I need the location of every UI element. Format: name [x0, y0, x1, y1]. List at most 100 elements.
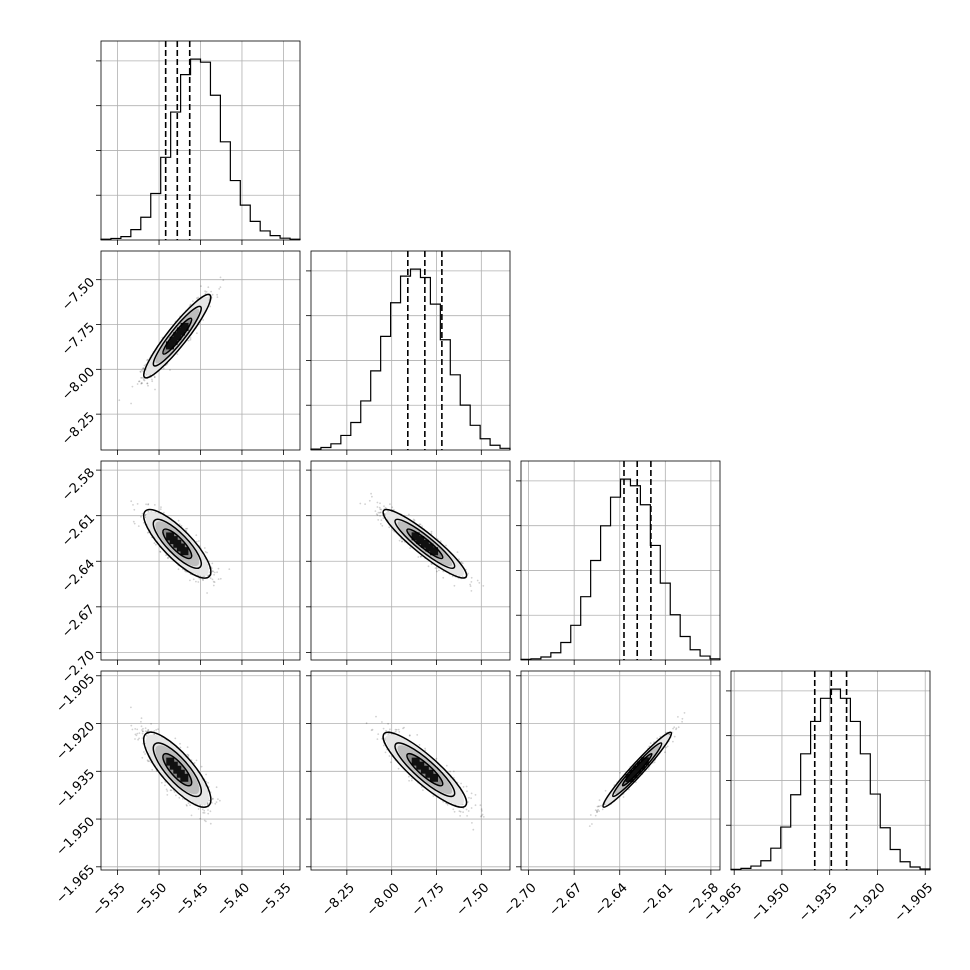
- scatter-point: [375, 513, 378, 515]
- histogram-bar: [100, 58, 301, 240]
- scatter-point: [136, 383, 139, 385]
- scatter-point: [203, 812, 206, 814]
- scatter-point: [438, 569, 440, 572]
- scatter-point: [202, 319, 205, 321]
- scatter-point: [381, 524, 384, 527]
- scatter-point: [195, 759, 198, 762]
- density-core-cell: [425, 543, 434, 552]
- scatter-point: [142, 367, 145, 370]
- scatter-point: [139, 371, 142, 373]
- scatter-point: [187, 339, 190, 342]
- scatter-point: [434, 567, 437, 570]
- scatter-point: [192, 578, 195, 581]
- scatter-point: [146, 382, 149, 385]
- scatter-point: [439, 540, 442, 542]
- scatter-point: [376, 501, 379, 504]
- scatter-point: [382, 517, 385, 519]
- scatter-point: [398, 539, 401, 542]
- scatter-point: [138, 737, 141, 740]
- scatter-point: [469, 585, 472, 587]
- scatter-point: [379, 515, 381, 517]
- scatter-point: [200, 765, 203, 768]
- scatter-point: [203, 819, 206, 822]
- scatter-point: [153, 504, 156, 506]
- scatter-point: [151, 768, 154, 771]
- scatter-point: [170, 789, 173, 792]
- scatter-point: [143, 364, 146, 367]
- scatter-point: [146, 382, 149, 385]
- scatter-point: [384, 506, 387, 509]
- panel-frame: [310, 460, 511, 661]
- scatter-point: [143, 379, 146, 382]
- density-core-cell: [180, 547, 189, 556]
- scatter-point: [412, 518, 415, 521]
- scatter-point: [185, 527, 187, 530]
- scatter-point: [132, 520, 135, 523]
- scatter-point: [189, 804, 191, 806]
- scatter-point: [209, 305, 212, 308]
- scatter-point: [216, 296, 219, 298]
- scatter-point: [207, 781, 210, 784]
- scatter-point: [205, 820, 207, 823]
- scatter-point: [199, 817, 202, 820]
- scatter-point: [164, 784, 166, 787]
- contour-line-0: [143, 508, 212, 579]
- scatter-point: [206, 551, 209, 554]
- scatter-point: [147, 729, 150, 731]
- scatter-point: [141, 382, 144, 385]
- scatter-point: [377, 519, 380, 521]
- scatter-point: [207, 574, 209, 577]
- scatter-point: [146, 359, 149, 362]
- scatter-point: [376, 506, 379, 508]
- scatter-point: [169, 369, 171, 371]
- scatter-point: [139, 370, 142, 373]
- density-panel-3-0: [96, 670, 301, 875]
- histogram-panel-1: [306, 250, 511, 455]
- scatter-point: [184, 570, 187, 573]
- scatter-point: [383, 505, 385, 508]
- scatter-point: [212, 584, 215, 587]
- scatter-point: [430, 532, 433, 535]
- scatter-point: [179, 746, 182, 749]
- contour-line-0: [143, 293, 212, 379]
- scatter-point: [467, 572, 469, 575]
- scatter-point: [383, 513, 386, 515]
- scatter-point: [458, 558, 460, 561]
- scatter-point: [178, 523, 181, 526]
- scatter-point: [211, 798, 214, 800]
- scatter-point: [138, 732, 141, 734]
- density-core-cell: [173, 332, 182, 341]
- scatter-point: [418, 523, 421, 526]
- scatter-point: [133, 522, 136, 525]
- scatter-point: [377, 511, 380, 514]
- scatter-point: [421, 525, 423, 527]
- scatter-point: [134, 738, 136, 740]
- histogram-panel-2: [516, 460, 721, 665]
- scatter-point: [145, 503, 148, 506]
- scatter-point: [140, 369, 143, 372]
- scatter-point: [213, 581, 216, 583]
- scatter-point: [134, 733, 137, 736]
- scatter-point: [147, 358, 149, 361]
- scatter-point: [142, 367, 145, 369]
- scatter-point: [408, 513, 410, 516]
- scatter-point: [380, 508, 383, 511]
- scatter-point: [374, 510, 377, 512]
- scatter-point: [197, 581, 200, 583]
- scatter-point: [359, 502, 362, 505]
- scatter-point: [200, 285, 202, 287]
- contour-line-2: [406, 528, 444, 560]
- scatter-point: [417, 556, 420, 558]
- scatter-point: [208, 296, 211, 299]
- scatter-point: [393, 509, 395, 511]
- scatter-point: [142, 378, 145, 381]
- scatter-point: [202, 811, 205, 814]
- scatter-point: [140, 382, 143, 384]
- scatter-point: [413, 519, 416, 522]
- density-panel-2-0: [96, 460, 301, 665]
- scatter-point: [379, 523, 382, 525]
- scatter-point: [148, 760, 151, 763]
- scatter-point: [176, 353, 179, 355]
- scatter-point: [153, 376, 156, 379]
- scatter-point: [155, 543, 157, 546]
